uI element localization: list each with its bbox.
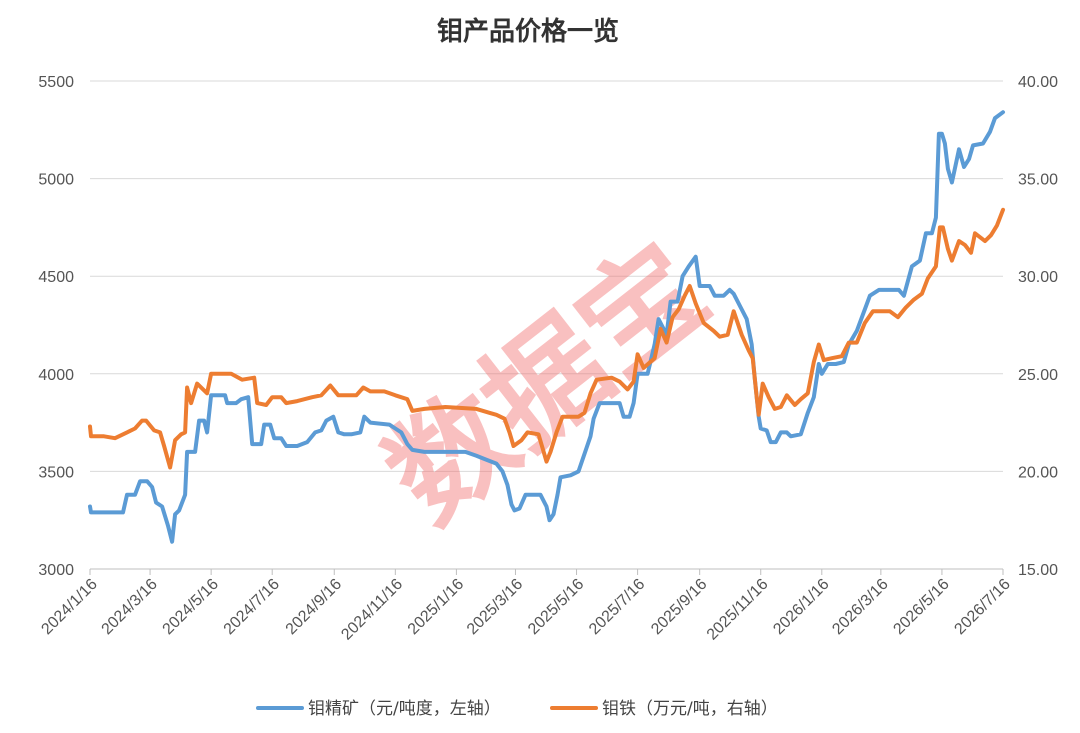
series-line-concentrate: [88, 110, 1005, 544]
y-right-tick-label: 30.00: [1018, 269, 1058, 286]
y-right-tick-label: 40.00: [1018, 74, 1058, 91]
chart-title: 钼产品价格一览: [437, 16, 619, 47]
y-left-tick-label: 4000: [38, 367, 74, 384]
y-left-tick-label: 3000: [38, 562, 74, 579]
y-left-tick-label: 3500: [38, 464, 74, 481]
legend-label: 钼精矿（元/吨度，左轴）: [308, 699, 501, 719]
series-lines: [88, 110, 1005, 544]
y-right-tick-label: 15.00: [1018, 562, 1058, 579]
y-left-tick-label: 5000: [38, 172, 74, 189]
y-right-tick-label: 35.00: [1018, 172, 1058, 189]
gridlines: [90, 80, 1003, 570]
legend: 钼精矿（元/吨度，左轴） 钼铁（万元/吨，右轴）: [256, 699, 778, 719]
y-right-tick-label: 25.00: [1018, 367, 1058, 384]
series-line-ferromolybdenum: [88, 207, 1005, 470]
y-right-tick-label: 20.00: [1018, 464, 1058, 481]
legend-label: 钼铁（万元/吨，右轴）: [602, 699, 778, 719]
y-left-tick-label: 5500: [38, 74, 74, 91]
y-left-tick-label: 4500: [38, 269, 74, 286]
